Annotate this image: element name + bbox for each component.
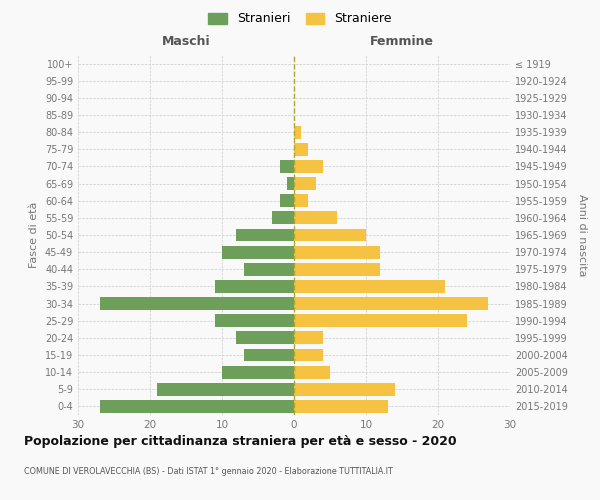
Bar bbox=[222, 366, 294, 378]
Bar bbox=[294, 348, 323, 362]
Bar bbox=[294, 366, 330, 378]
Y-axis label: Anni di nascita: Anni di nascita bbox=[577, 194, 587, 276]
Bar bbox=[294, 400, 388, 413]
Bar bbox=[222, 246, 294, 258]
Bar bbox=[294, 177, 316, 190]
Bar bbox=[294, 228, 366, 241]
Bar bbox=[272, 212, 294, 224]
Bar bbox=[215, 280, 294, 293]
Bar bbox=[294, 160, 323, 173]
Bar bbox=[100, 400, 294, 413]
Text: COMUNE DI VEROLAVECCHIA (BS) - Dati ISTAT 1° gennaio 2020 - Elaborazione TUTTITA: COMUNE DI VEROLAVECCHIA (BS) - Dati ISTA… bbox=[24, 468, 393, 476]
Bar bbox=[294, 332, 323, 344]
Bar bbox=[157, 383, 294, 396]
Bar bbox=[215, 314, 294, 327]
Bar bbox=[236, 228, 294, 241]
Bar bbox=[280, 194, 294, 207]
Bar bbox=[294, 297, 488, 310]
Bar bbox=[236, 332, 294, 344]
Text: Maschi: Maschi bbox=[161, 35, 211, 48]
Bar bbox=[294, 194, 308, 207]
Bar bbox=[294, 280, 445, 293]
Bar bbox=[294, 212, 337, 224]
Bar bbox=[100, 297, 294, 310]
Y-axis label: Fasce di età: Fasce di età bbox=[29, 202, 39, 268]
Legend: Stranieri, Straniere: Stranieri, Straniere bbox=[205, 8, 395, 29]
Bar bbox=[244, 348, 294, 362]
Bar bbox=[244, 263, 294, 276]
Bar bbox=[294, 314, 467, 327]
Bar bbox=[294, 143, 308, 156]
Text: Femmine: Femmine bbox=[370, 35, 434, 48]
Bar bbox=[287, 177, 294, 190]
Bar bbox=[294, 383, 395, 396]
Bar bbox=[294, 246, 380, 258]
Bar bbox=[294, 126, 301, 138]
Text: Popolazione per cittadinanza straniera per età e sesso - 2020: Popolazione per cittadinanza straniera p… bbox=[24, 435, 457, 448]
Bar bbox=[280, 160, 294, 173]
Bar bbox=[294, 263, 380, 276]
